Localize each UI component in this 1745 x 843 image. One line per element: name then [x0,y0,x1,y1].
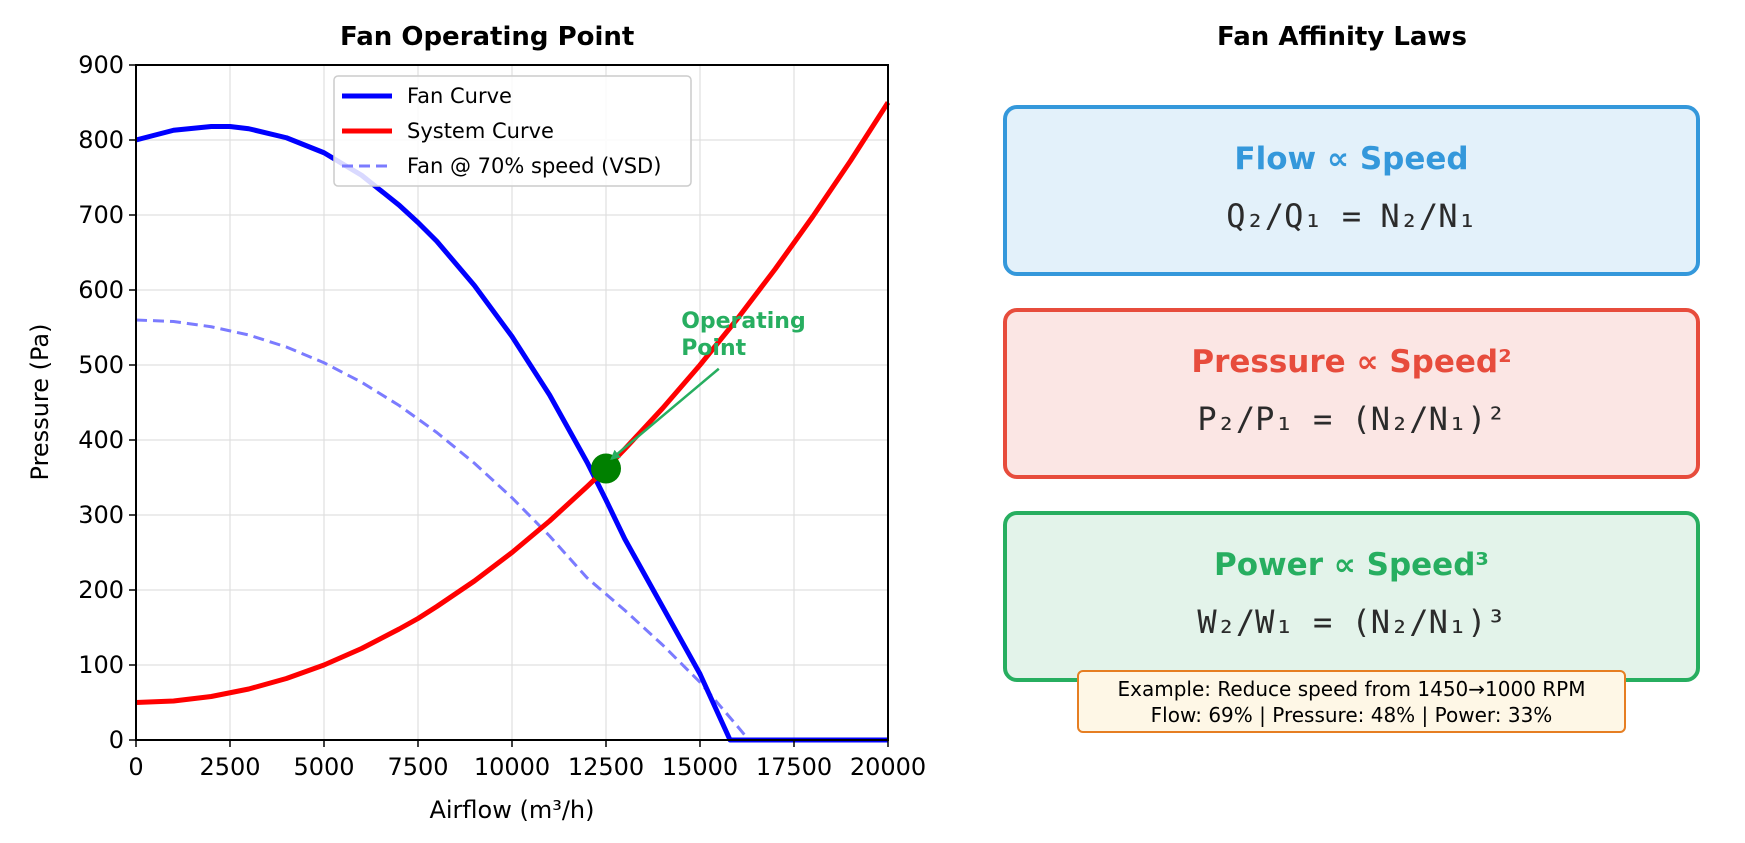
flow-law-heading: Flow ∝ Speed [1234,141,1469,177]
y-tick-label: 0 [109,726,124,754]
legend-label-2: Fan @ 70% speed (VSD) [407,154,661,178]
pressure-law-formula: P₂/P₁ = (N₂/N₁)² [1197,400,1506,438]
affinity-title: Fan Affinity Laws [1217,22,1467,52]
y-tick-label: 700 [78,201,124,229]
legend-label-0: Fan Curve [407,84,512,108]
power-law-heading: Power ∝ Speed³ [1214,547,1489,583]
chart-title: Fan Operating Point [340,22,635,52]
flow-law-formula: Q₂/Q₁ = N₂/N₁ [1226,197,1477,235]
x-tick-label: 5000 [293,753,354,781]
operating-point-marker [591,453,621,484]
x-tick-label: 7500 [387,753,448,781]
legend: Fan Curve System Curve Fan @ 70% speed (VS… [333,75,692,187]
y-tick-label: 800 [78,126,124,154]
y-tick-label: 300 [78,501,124,529]
pressure-law-box: Pressure ∝ Speed² P₂/P₁ = (N₂/N₁)² [1003,308,1700,479]
x-tick-label: 2500 [199,753,260,781]
x-tick-label: 12500 [568,753,644,781]
example-line-1: Example: Reduce speed from 1450→1000 RPM [1117,677,1586,701]
y-axis-label: Pressure (Pa) [26,324,54,481]
annotation-text: Operating [681,309,806,334]
x-tick-label: 17500 [756,753,832,781]
x-tick-label: 15000 [662,753,738,781]
flow-law-box: Flow ∝ Speed Q₂/Q₁ = N₂/N₁ [1003,105,1700,276]
example-callout: Example: Reduce speed from 1450→1000 RPM… [1077,670,1626,733]
y-tick-label: 500 [78,351,124,379]
annotation-arrow [610,367,720,461]
y-tick-label: 900 [78,51,124,79]
x-axis-label: Airflow (m³/h) [429,796,594,824]
y-tick-label: 200 [78,576,124,604]
x-tick-label: 10000 [474,753,550,781]
x-tick-label: 20000 [850,753,926,781]
y-tick-label: 400 [78,426,124,454]
legend-label-1: System Curve [407,119,554,143]
series-line-1 [135,101,891,705]
legend-frame [333,75,692,187]
x-tick-label: 0 [128,753,143,781]
annotation-text: Point [681,336,746,361]
y-tick-label: 600 [78,276,124,304]
operating-point-chart: 0 2500 5000 7500 10000 12500 15000 17500 20000 0 1… [26,51,926,824]
ticks: 0 2500 5000 7500 10000 12500 15000 17500 20000 0 1… [78,51,926,781]
pressure-law-heading: Pressure ∝ Speed² [1191,344,1512,380]
power-law-box: Power ∝ Speed³ W₂/W₁ = (N₂/N₁)³ [1003,511,1700,682]
example-line-2: Flow: 69% | Pressure: 48% | Power: 33% [1150,703,1553,727]
power-law-formula: W₂/W₁ = (N₂/N₁)³ [1197,603,1506,641]
y-tick-label: 100 [78,651,124,679]
